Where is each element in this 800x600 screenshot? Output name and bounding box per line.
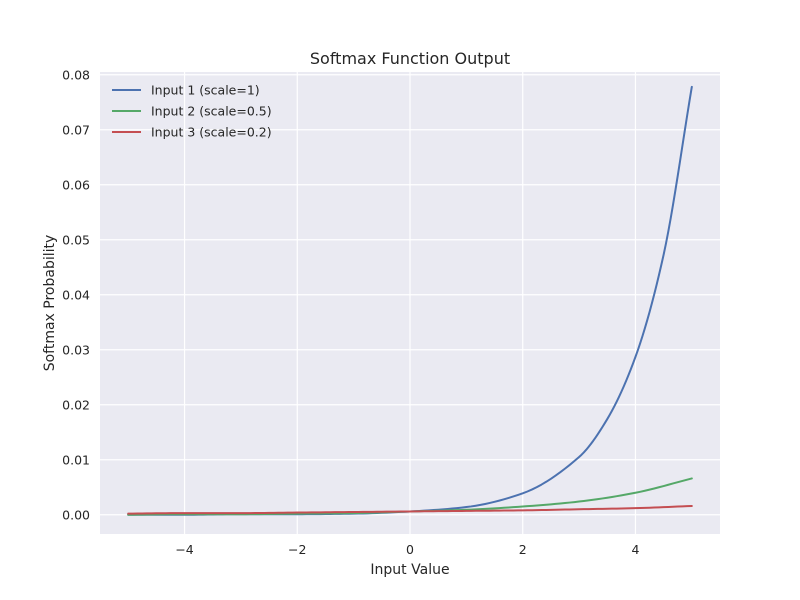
y-tick-label: 0.03	[62, 342, 90, 357]
y-tick-label: 0.02	[62, 397, 90, 412]
legend-label: Input 2 (scale=0.5)	[151, 104, 272, 119]
legend: Input 1 (scale=1) Input 2 (scale=0.5) Inpu…	[112, 83, 272, 140]
y-tick-label: 0.08	[62, 67, 90, 82]
x-tick-label: −2	[288, 542, 306, 557]
y-axis-label: Softmax Probability	[42, 235, 58, 372]
x-tick-label: 0	[406, 542, 414, 557]
x-axis-label: Input Value	[370, 562, 449, 578]
y-tick-label: 0.06	[62, 177, 90, 192]
x-axis-ticks: −4 −2 0 2 4	[175, 542, 639, 557]
y-tick-label: 0.04	[62, 287, 90, 302]
x-tick-label: 4	[631, 542, 639, 557]
legend-label: Input 3 (scale=0.2)	[151, 125, 272, 140]
y-tick-label: 0.05	[62, 232, 90, 247]
legend-label: Input 1 (scale=1)	[151, 83, 260, 98]
y-tick-label: 0.00	[62, 507, 90, 522]
x-tick-label: −4	[175, 542, 193, 557]
y-tick-label: 0.07	[62, 122, 90, 137]
chart-title: Softmax Function Output	[310, 49, 510, 68]
y-axis-ticks: 0.00 0.01 0.02 0.03 0.04 0.05 0.06 0.07 0.08	[62, 67, 90, 522]
x-tick-label: 2	[519, 542, 527, 557]
series-layer	[127, 85, 693, 516]
y-tick-label: 0.01	[62, 452, 90, 467]
